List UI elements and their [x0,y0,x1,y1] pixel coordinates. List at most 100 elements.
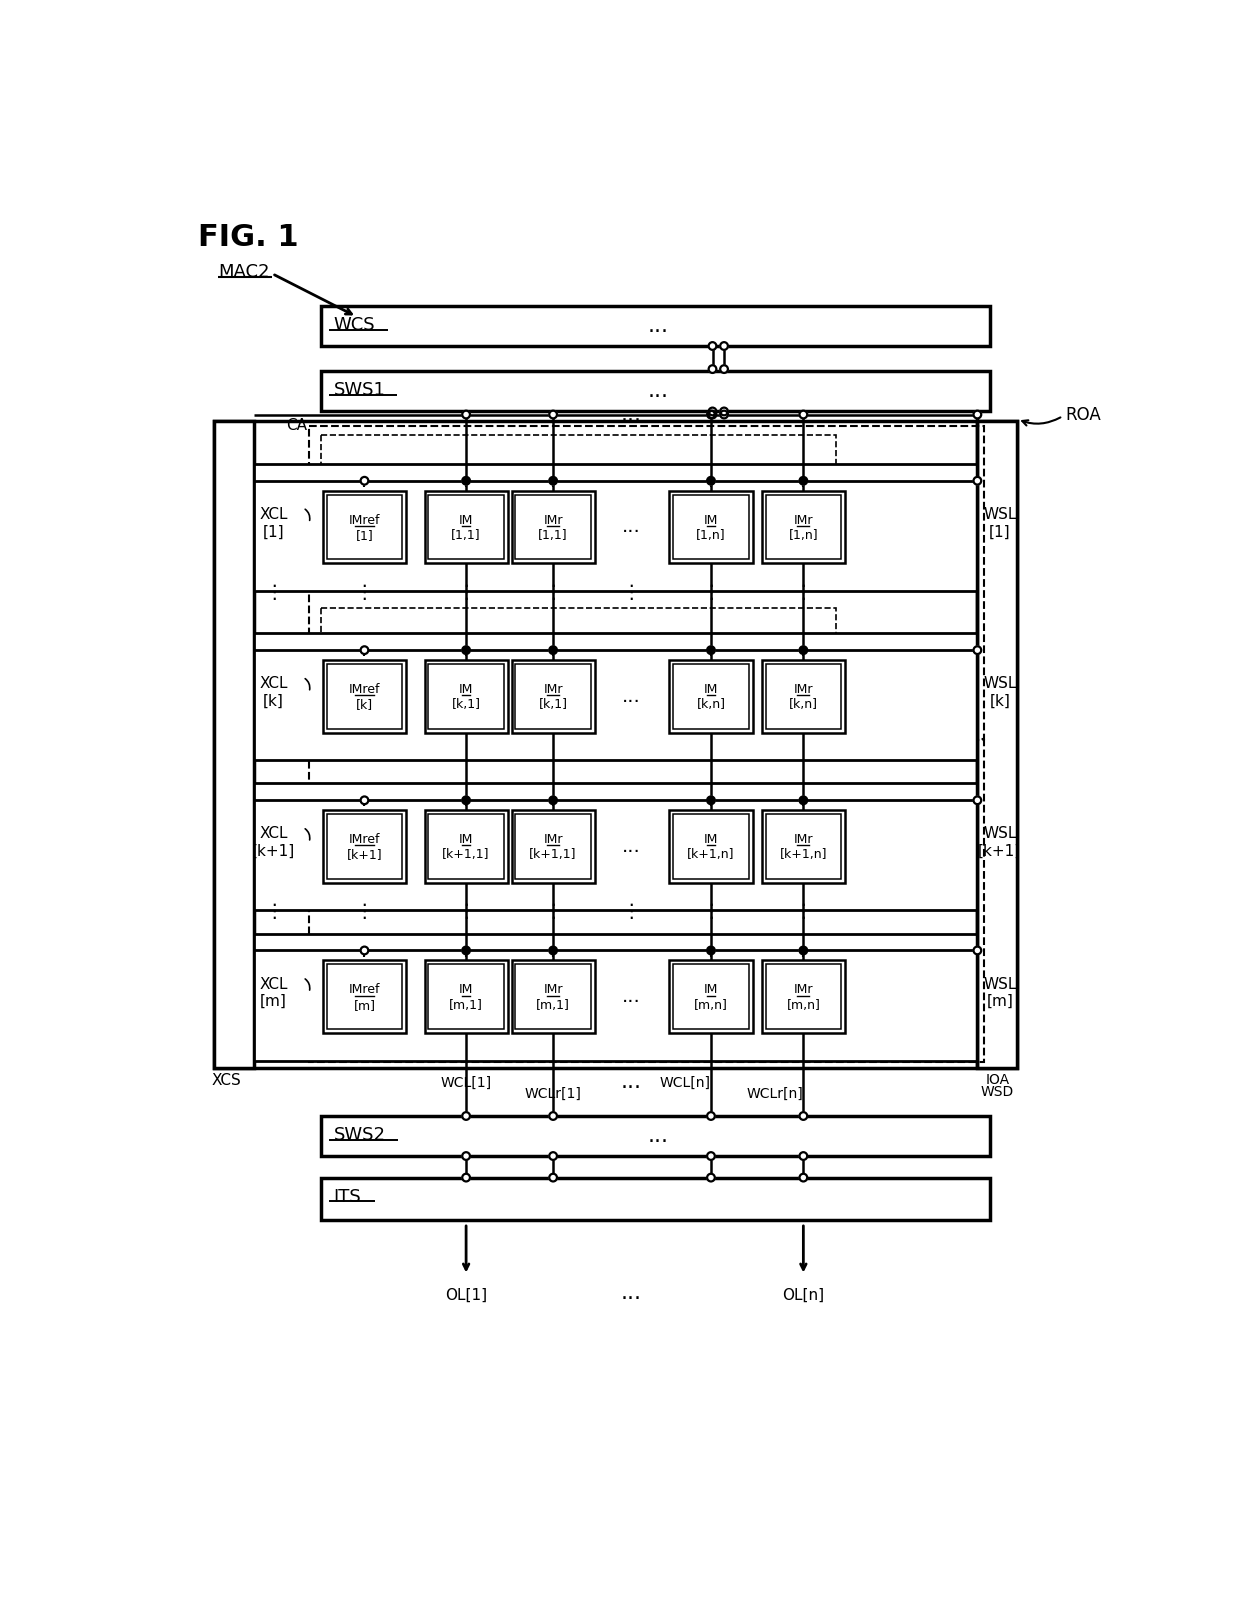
Text: ...: ... [620,1283,641,1302]
Circle shape [800,646,807,654]
Text: XCL
[k+1]: XCL [k+1] [252,827,295,859]
Text: [k+1,n]: [k+1,n] [780,848,827,861]
Circle shape [800,947,807,954]
Text: [k+1,1]: [k+1,1] [529,848,577,861]
Circle shape [707,646,714,654]
Text: ...: ... [621,517,640,536]
Circle shape [463,797,470,805]
Text: IMr: IMr [543,834,563,846]
Text: XCS: XCS [212,1074,242,1088]
Text: IM: IM [459,834,474,846]
Text: ITS: ITS [334,1189,361,1206]
Bar [428,965,503,1029]
Circle shape [708,797,714,803]
Circle shape [549,411,557,418]
Text: [k,n]: [k,n] [789,698,818,712]
Circle shape [973,646,981,654]
Bar [326,664,402,728]
Text: [1,1]: [1,1] [538,530,568,542]
Circle shape [463,477,470,485]
Bar [309,741,983,1062]
Bar [516,965,590,1029]
Circle shape [800,477,807,485]
Text: [m]: [m] [353,998,376,1011]
Text: WSL
[k]: WSL [k] [983,677,1017,709]
Text: OL[1]: OL[1] [445,1288,487,1302]
Text: IM: IM [704,514,718,526]
Text: MAC2: MAC2 [218,262,269,282]
Text: [k]: [k] [356,698,373,712]
Text: XCL
[m]: XCL [m] [259,976,288,1010]
Text: IMr: IMr [543,683,563,696]
Text: WCS: WCS [334,315,376,334]
Text: ⋮: ⋮ [456,582,476,602]
Bar [512,661,595,733]
Circle shape [707,411,714,418]
Text: [m,n]: [m,n] [786,998,821,1011]
Text: WCLr[1]: WCLr[1] [525,1086,582,1101]
Text: IMr: IMr [794,984,813,997]
Bar [321,608,836,741]
Circle shape [463,477,470,485]
Text: ⋮: ⋮ [264,902,284,922]
Text: ⋮: ⋮ [794,902,813,922]
Bar [424,810,507,883]
Circle shape [549,797,557,805]
Bar [326,494,402,560]
Circle shape [549,477,557,485]
Text: [1,n]: [1,n] [696,530,725,542]
Text: ...: ... [621,837,640,856]
Bar [253,634,977,760]
Text: [k+1,1]: [k+1,1] [443,848,490,861]
Bar [326,965,402,1029]
Bar [213,421,1017,1069]
Text: IM: IM [704,834,718,846]
Bar [670,491,753,563]
Bar [761,810,844,883]
Text: IMr: IMr [543,514,563,526]
Bar [424,491,507,563]
Text: IMref: IMref [348,834,381,846]
Bar [977,421,1017,1069]
Bar [253,933,977,1061]
Circle shape [463,646,470,654]
Bar [512,960,595,1034]
Text: IM: IM [704,984,718,997]
Text: XCL
[k]: XCL [k] [259,677,288,709]
Bar [516,494,590,560]
Text: OL[n]: OL[n] [782,1288,825,1302]
Text: IMref: IMref [348,984,381,997]
Bar [673,965,749,1029]
Text: WSL
[k+1]: WSL [k+1] [978,827,1022,859]
Circle shape [800,1174,807,1181]
Bar [321,306,990,346]
Text: ...: ... [620,405,641,424]
Text: IMr: IMr [794,683,813,696]
Bar [428,814,503,878]
Text: ⋮: ⋮ [794,582,813,602]
Circle shape [800,411,807,418]
Circle shape [361,477,368,485]
Bar [512,810,595,883]
Text: IM: IM [459,984,474,997]
Bar [673,664,749,728]
Bar [516,814,590,878]
Bar [321,1178,990,1219]
Text: ⋮: ⋮ [456,902,476,922]
Circle shape [707,477,714,485]
Circle shape [463,797,470,803]
Circle shape [361,947,368,954]
Circle shape [549,646,557,654]
Bar [765,494,841,560]
Text: ...: ... [649,315,670,336]
Bar [428,664,503,728]
Text: [m,1]: [m,1] [449,998,484,1011]
Circle shape [720,411,728,418]
Bar [322,960,405,1034]
Text: ⋮: ⋮ [264,582,284,602]
Text: WCLr[n]: WCLr[n] [746,1086,804,1101]
Bar [326,814,402,878]
Circle shape [463,646,470,654]
Text: ROA: ROA [1065,405,1101,424]
Text: ⋮: ⋮ [701,582,720,602]
